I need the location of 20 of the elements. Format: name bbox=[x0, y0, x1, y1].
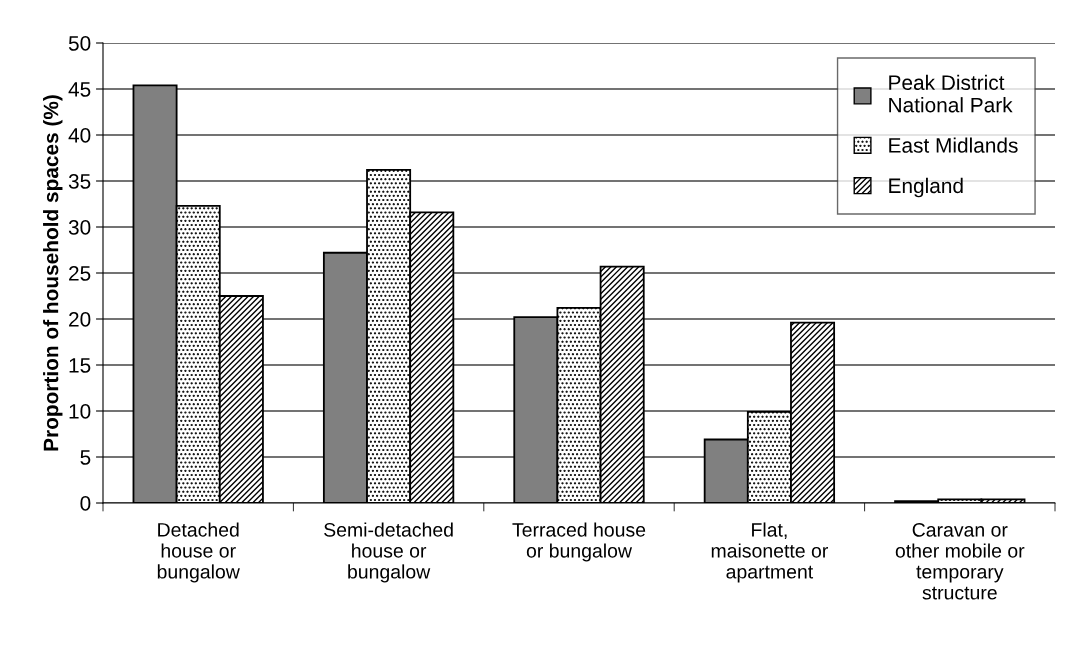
y-axis-title: Proportion of household spaces (%) bbox=[43, 95, 63, 451]
y-tick-label: 40 bbox=[68, 128, 91, 143]
y-tick-label: 35 bbox=[68, 174, 91, 189]
y-tick-label: 20 bbox=[69, 312, 91, 327]
y-tick-label: 0 bbox=[80, 496, 91, 511]
y-tick-label: 5 bbox=[80, 450, 91, 465]
x-tick-label: Flat, maisonette or apartment bbox=[711, 522, 828, 583]
legend-label: Peak District National Park bbox=[889, 74, 1013, 113]
y-tick-label: 50 bbox=[68, 36, 91, 51]
legend-label: East Midlands bbox=[889, 137, 1018, 153]
legend-label: England bbox=[889, 177, 963, 198]
x-tick-label: Detached house or bungalow bbox=[157, 522, 240, 583]
y-tick-label: 30 bbox=[68, 220, 91, 235]
y-tick-label: 10 bbox=[69, 404, 91, 419]
y-tick-label: 25 bbox=[69, 266, 91, 281]
x-tick-label: Semi-detached house or bungalow bbox=[324, 522, 453, 583]
x-tick-label: Caravan or other mobile or temporary structure bbox=[895, 522, 1025, 600]
x-tick-label: Terraced house or bungalow bbox=[512, 522, 646, 562]
y-tick-label: 45 bbox=[68, 82, 91, 97]
y-tick-label: 15 bbox=[69, 358, 91, 373]
